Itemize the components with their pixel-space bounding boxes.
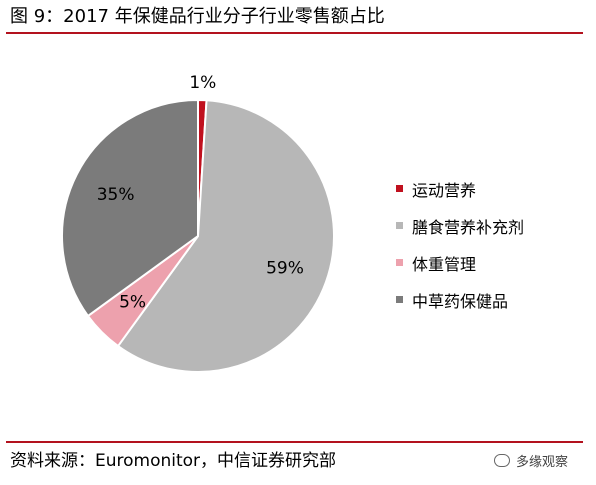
watermark: 多缘观察 xyxy=(494,451,568,470)
legend-swatch xyxy=(396,185,403,192)
pie-chart: 1% 59% 5% 35% xyxy=(61,73,335,373)
legend-item-dietary-supplements[interactable]: 膳食营养补充剂 xyxy=(396,207,524,244)
slice-label: 59% xyxy=(266,258,304,278)
pie-slices xyxy=(61,98,335,373)
legend-label: 膳食营养补充剂 xyxy=(412,217,525,237)
legend-item-herbal-health[interactable]: 中草药保健品 xyxy=(396,281,524,318)
slice-herbal-health[interactable] xyxy=(61,98,199,318)
legend-swatch xyxy=(396,222,403,229)
source-divider xyxy=(6,441,583,443)
source-note: 资料来源：Euromonitor，中信证券研究部 xyxy=(10,451,337,471)
legend-label: 体重管理 xyxy=(412,254,477,274)
legend-item-sports-nutrition[interactable]: 运动营养 xyxy=(396,170,524,207)
slice-label: 5% xyxy=(119,292,146,312)
title-divider xyxy=(6,32,583,34)
legend-label: 运动营养 xyxy=(412,180,477,200)
slice-dietary-supplements[interactable] xyxy=(116,99,335,373)
slice-label: 1% xyxy=(189,73,216,93)
legend-swatch xyxy=(396,259,403,266)
legend-item-weight-management[interactable]: 体重管理 xyxy=(396,244,524,281)
chart-legend: 运动营养 膳食营养补充剂 体重管理 中草药保健品 xyxy=(396,170,524,318)
watermark-text: 多缘观察 xyxy=(516,455,569,470)
pie-slice-labels: 1% 59% 5% 35% xyxy=(97,73,304,312)
chart-title: 图 9：2017 年保健品行业分子行业零售额占比 xyxy=(10,6,385,27)
wechat-icon xyxy=(494,454,510,467)
legend-label: 中草药保健品 xyxy=(412,291,509,311)
slice-label: 35% xyxy=(97,185,135,205)
legend-swatch xyxy=(396,296,403,303)
